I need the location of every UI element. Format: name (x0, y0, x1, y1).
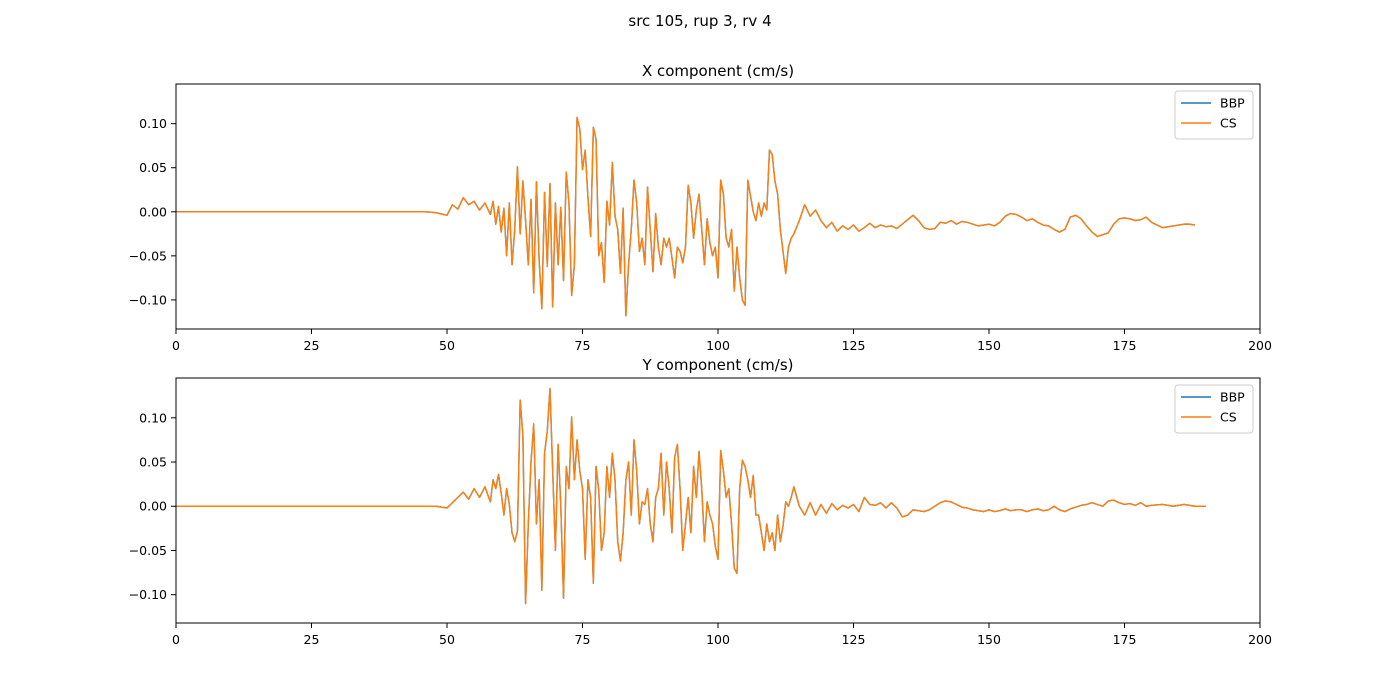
y-tick-label: −0.10 (129, 292, 167, 307)
x-tick-label: 175 (1113, 338, 1137, 353)
x-tick-label: 0 (172, 338, 180, 353)
x-tick-label: 125 (842, 632, 866, 647)
x-tick-label: 25 (304, 338, 320, 353)
x-tick-label: 200 (1248, 632, 1272, 647)
x-tick-label: 150 (977, 338, 1001, 353)
legend-label-cs: CS (1220, 116, 1237, 131)
x-tick-label: 75 (575, 338, 591, 353)
y-tick-label: 0.05 (139, 455, 167, 470)
y-tick-label: −0.05 (129, 543, 167, 558)
legend-label-bbp: BBP (1220, 390, 1245, 405)
x-tick-label: 150 (977, 632, 1001, 647)
x-tick-label: 175 (1113, 632, 1137, 647)
panel-y-component: Y component (cm/s) 0 25 50 75 100 125 150 175 200… (129, 356, 1272, 647)
x-tick-label: 125 (842, 338, 866, 353)
series-line-cs (176, 387, 1206, 605)
series-line-cs (176, 116, 1196, 317)
y-tick-label: 0.00 (139, 204, 167, 219)
legend-label-cs: CS (1220, 410, 1237, 425)
x-tick-label: 100 (706, 632, 730, 647)
y-tick-label: −0.05 (129, 248, 167, 263)
x-tick-label: 50 (439, 632, 455, 647)
x-tick-label: 75 (575, 632, 591, 647)
x-tick-label: 25 (304, 632, 320, 647)
panel-title: X component (cm/s) (642, 62, 794, 80)
legend: BBP CS (1174, 90, 1254, 140)
panel-title: Y component (cm/s) (642, 356, 794, 374)
y-tick-label: 0.10 (139, 116, 167, 131)
panel-x-component: X component (cm/s) 0 25 50 75 100 125 150 175 200… (129, 62, 1272, 353)
y-tick-label: 0.10 (139, 410, 167, 425)
x-tick-label: 100 (706, 338, 730, 353)
y-tick-label: 0.05 (139, 160, 167, 175)
y-tick-label: −0.10 (129, 587, 167, 602)
legend: BBP CS (1174, 384, 1254, 434)
legend-label-bbp: BBP (1220, 96, 1245, 111)
x-tick-label: 0 (172, 632, 180, 647)
figure-suptitle: src 105, rup 3, rv 4 (628, 12, 771, 30)
y-tick-label: 0.00 (139, 499, 167, 514)
x-tick-label: 50 (439, 338, 455, 353)
x-tick-label: 200 (1248, 338, 1272, 353)
